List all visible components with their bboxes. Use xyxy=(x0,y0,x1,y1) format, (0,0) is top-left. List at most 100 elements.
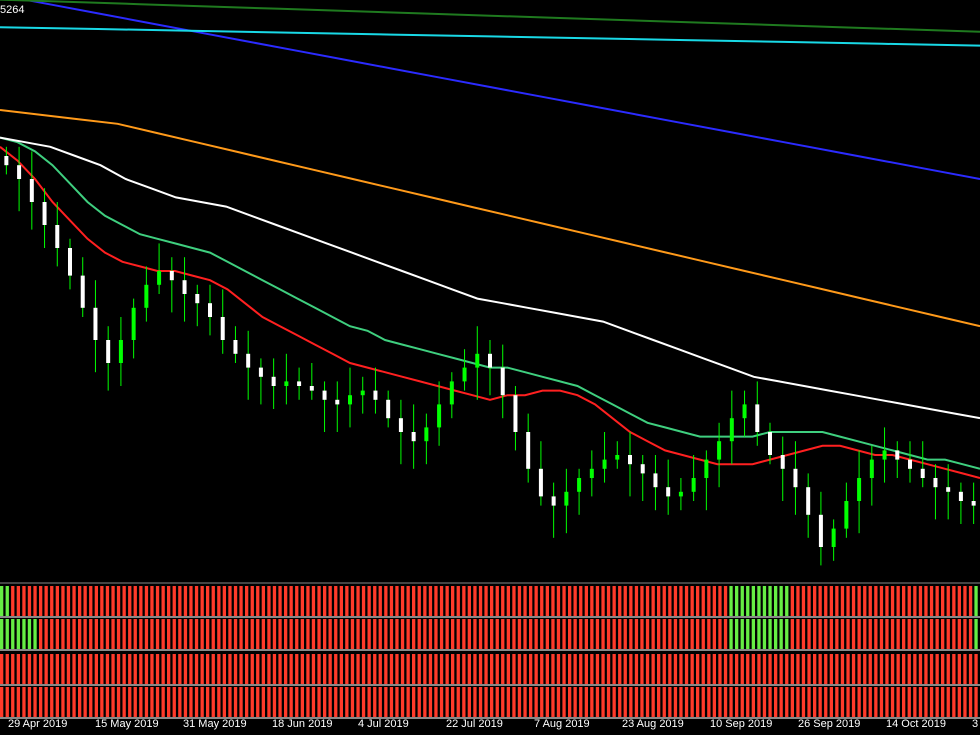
indicator-bar xyxy=(317,654,321,684)
indicator-bar xyxy=(111,619,115,649)
indicator-bar xyxy=(434,586,438,616)
indicator-bar xyxy=(634,586,639,616)
indicator-bar xyxy=(952,687,956,717)
indicator-bar xyxy=(729,619,733,649)
indicator-bar xyxy=(774,687,778,717)
indicator-bar xyxy=(445,619,449,649)
x-tick-label: 7 Aug 2019 xyxy=(534,718,590,730)
indicator-bar xyxy=(551,687,555,717)
indicator-bar xyxy=(183,687,188,717)
indicator-bar xyxy=(412,619,416,649)
indicator-bar xyxy=(735,586,739,616)
candle xyxy=(233,326,238,363)
indicator-bar xyxy=(556,619,561,649)
indicator-bar xyxy=(579,586,583,616)
indicator-bar xyxy=(233,619,238,649)
indicator-bar xyxy=(651,687,655,717)
indicator-bar xyxy=(512,687,516,717)
indicator-bar xyxy=(445,687,449,717)
ma-line-1 xyxy=(0,146,980,479)
indicator-bar xyxy=(306,687,310,717)
indicator-bar xyxy=(701,654,705,684)
indicator-bar xyxy=(434,619,438,649)
indicator-bar xyxy=(952,654,956,684)
indicator-bar xyxy=(94,654,98,684)
candle-body xyxy=(628,455,632,465)
indicator-bar xyxy=(161,619,165,649)
indicator-bar xyxy=(556,586,561,616)
candle xyxy=(437,381,442,446)
candle-body xyxy=(640,464,645,474)
indicator-bar xyxy=(907,619,911,649)
indicator-bar xyxy=(133,654,137,684)
indicator-bar xyxy=(467,654,471,684)
candle xyxy=(42,188,47,248)
indicator-bar xyxy=(562,654,566,684)
candle xyxy=(691,455,696,501)
indicator-bar xyxy=(306,586,310,616)
candle-body xyxy=(513,395,518,432)
indicator-bar xyxy=(139,654,143,684)
indicator-bar xyxy=(211,619,215,649)
indicator-bar xyxy=(462,687,466,717)
indicator-bar xyxy=(718,586,722,616)
candle xyxy=(195,284,200,327)
indicator-bar xyxy=(451,586,455,616)
candle xyxy=(182,257,187,322)
indicator-bar xyxy=(300,654,304,684)
indicator-bar xyxy=(618,687,622,717)
indicator-bar xyxy=(478,654,483,684)
candle xyxy=(29,151,34,230)
indicator-bar xyxy=(217,619,221,649)
indicator-bar xyxy=(902,619,906,649)
indicator-bar xyxy=(941,654,945,684)
indicator-bar xyxy=(167,586,171,616)
indicator-bar xyxy=(278,619,282,649)
indicator-bar xyxy=(172,687,176,717)
candle-body xyxy=(424,427,429,442)
candle xyxy=(449,372,454,419)
indicator-bar xyxy=(907,687,911,717)
indicator-bar xyxy=(813,687,817,717)
indicator-bar xyxy=(484,654,488,684)
indicator-bar xyxy=(529,687,533,717)
indicator-bar xyxy=(378,654,382,684)
x-tick-label: 3 xyxy=(972,718,978,730)
candle xyxy=(17,146,22,212)
candle-body xyxy=(564,491,569,506)
indicator-bar xyxy=(918,654,923,684)
indicator-bar xyxy=(868,619,872,649)
candle xyxy=(704,450,709,511)
indicator-bar xyxy=(384,586,388,616)
indicator-bar xyxy=(144,619,149,649)
indicator-bar xyxy=(111,687,115,717)
candle-body xyxy=(755,404,760,432)
indicator-bar xyxy=(272,586,277,616)
indicator-bar xyxy=(161,654,165,684)
indicator-bar xyxy=(100,654,104,684)
indicator-bar xyxy=(701,586,705,616)
indicator-bar xyxy=(601,687,605,717)
indicator-bar xyxy=(818,654,822,684)
indicator-bar xyxy=(428,586,433,616)
indicator-bar xyxy=(824,687,828,717)
indicator-bar xyxy=(946,687,950,717)
candle xyxy=(602,432,607,483)
indicator-bar xyxy=(150,687,154,717)
indicator-bar xyxy=(645,654,650,684)
candle-body xyxy=(246,353,251,368)
x-tick-label: 15 May 2019 xyxy=(95,718,159,730)
indicator-bar xyxy=(963,586,967,616)
indicator-row-1 xyxy=(0,586,978,616)
indicator-bar xyxy=(105,619,110,649)
indicator-bar xyxy=(445,586,449,616)
indicator-bar xyxy=(601,586,605,616)
x-tick-label: 14 Oct 2019 xyxy=(886,718,946,730)
indicator-bar xyxy=(729,654,733,684)
indicator-bar xyxy=(473,687,477,717)
indicator-bar xyxy=(27,619,32,649)
indicator-bar xyxy=(467,586,471,616)
indicator-bar xyxy=(339,654,343,684)
indicator-bar xyxy=(50,586,54,616)
candle xyxy=(500,344,505,419)
